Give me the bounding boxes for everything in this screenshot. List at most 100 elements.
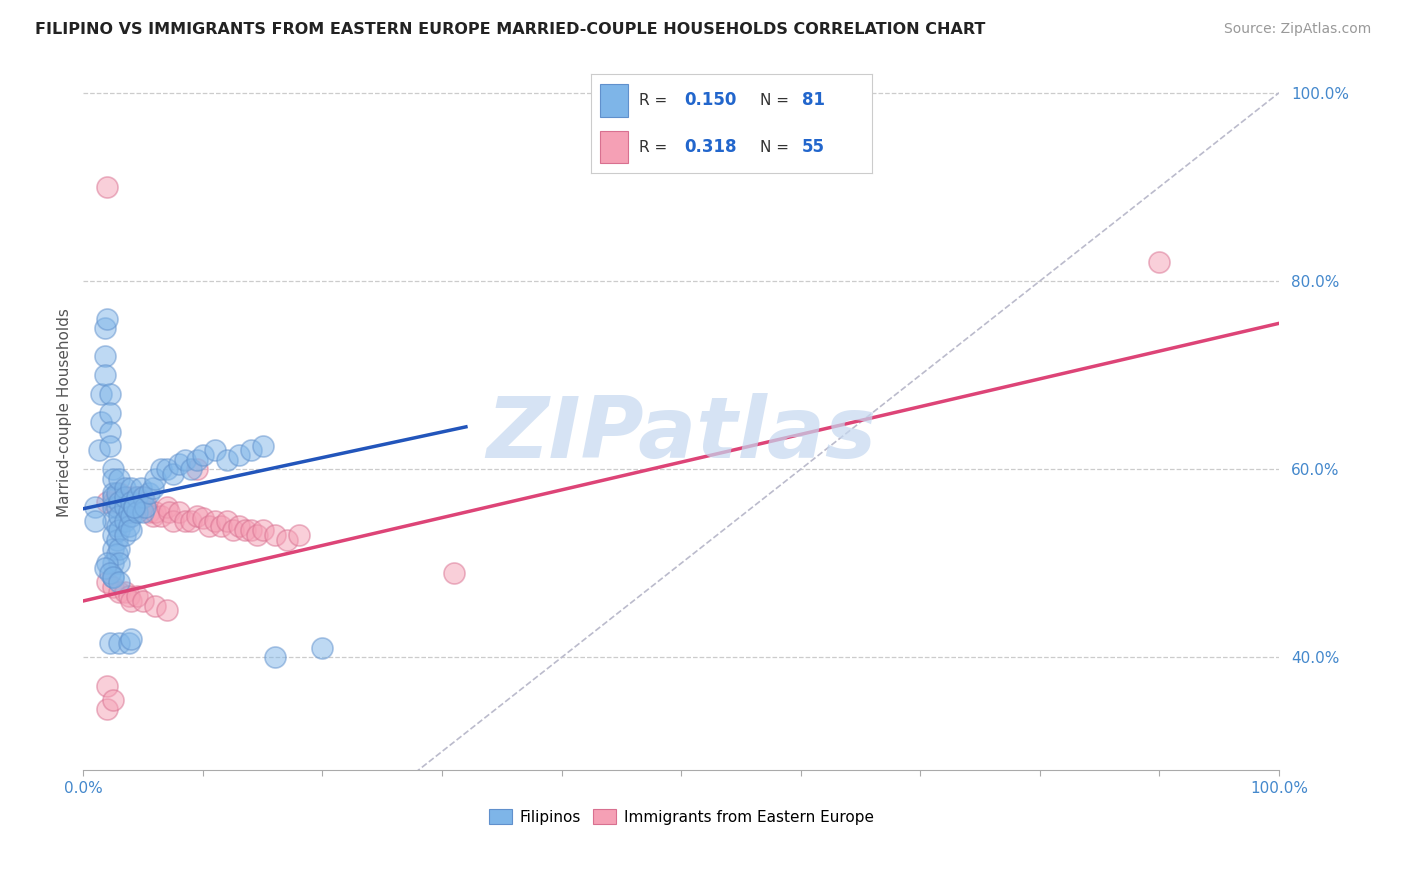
Point — [90, 387, 112, 401]
Point — [132, 491, 155, 505]
Point — [246, 528, 269, 542]
Point — [114, 495, 136, 509]
Point — [94, 349, 117, 363]
Point — [156, 500, 179, 514]
Point — [96, 180, 118, 194]
Point — [105, 491, 128, 505]
Point — [127, 491, 149, 505]
Point — [443, 566, 465, 580]
Point — [209, 518, 232, 533]
Point — [103, 557, 125, 571]
Point — [98, 439, 121, 453]
Point — [103, 495, 125, 509]
Point — [132, 504, 155, 518]
Point — [228, 448, 250, 462]
Point — [174, 514, 197, 528]
Point — [142, 481, 165, 495]
Point — [94, 321, 117, 335]
Point — [143, 504, 166, 518]
Point — [108, 509, 131, 524]
Point — [108, 495, 131, 509]
Point — [167, 504, 190, 518]
Point — [120, 495, 142, 509]
Point — [103, 570, 125, 584]
Point — [90, 415, 112, 429]
Point — [162, 467, 184, 481]
Point — [114, 491, 136, 505]
Point — [118, 589, 141, 603]
Text: ZIPatlas: ZIPatlas — [486, 392, 876, 475]
Point — [233, 524, 256, 538]
Point — [118, 518, 141, 533]
Point — [103, 462, 125, 476]
Point — [118, 504, 141, 518]
Point — [127, 491, 149, 505]
Point — [108, 542, 131, 557]
Point — [96, 557, 118, 571]
Point — [103, 500, 125, 514]
Point — [132, 594, 155, 608]
Point — [162, 514, 184, 528]
Point — [98, 406, 121, 420]
Point — [228, 518, 250, 533]
Point — [108, 575, 131, 590]
Point — [138, 485, 160, 500]
Point — [103, 491, 125, 505]
Point — [105, 518, 128, 533]
Point — [156, 462, 179, 476]
Point — [94, 368, 117, 383]
Point — [134, 495, 156, 509]
Point — [198, 518, 221, 533]
Point — [120, 632, 142, 646]
Point — [276, 533, 298, 547]
Point — [138, 504, 160, 518]
Point — [105, 500, 128, 514]
Point — [94, 561, 117, 575]
Point — [180, 462, 202, 476]
Y-axis label: Married-couple Households: Married-couple Households — [58, 309, 72, 517]
Point — [120, 491, 142, 505]
Point — [98, 387, 121, 401]
Point — [150, 509, 173, 524]
Point — [239, 524, 262, 538]
Point — [108, 636, 131, 650]
Point — [108, 524, 131, 538]
Point — [287, 528, 309, 542]
Point — [98, 636, 121, 650]
Point — [1149, 255, 1171, 269]
Point — [120, 524, 142, 538]
Point — [103, 692, 125, 706]
Point — [186, 462, 208, 476]
Point — [114, 500, 136, 514]
Point — [263, 650, 285, 665]
Point — [143, 599, 166, 613]
Point — [186, 452, 208, 467]
Point — [96, 575, 118, 590]
Point — [108, 485, 131, 500]
Point — [114, 500, 136, 514]
Point — [129, 481, 152, 495]
Point — [120, 509, 142, 524]
Point — [103, 514, 125, 528]
Point — [118, 636, 141, 650]
Point — [157, 504, 180, 518]
Point — [204, 514, 226, 528]
Point — [174, 452, 197, 467]
Point — [186, 509, 208, 524]
Text: Source: ZipAtlas.com: Source: ZipAtlas.com — [1223, 22, 1371, 37]
Point — [143, 472, 166, 486]
Point — [108, 584, 131, 599]
Point — [252, 439, 274, 453]
Point — [156, 603, 179, 617]
Point — [215, 452, 238, 467]
Point — [84, 500, 107, 514]
Point — [127, 504, 149, 518]
Point — [105, 547, 128, 561]
Point — [180, 514, 202, 528]
Point — [167, 458, 190, 472]
Point — [108, 472, 131, 486]
Point — [96, 495, 118, 509]
Point — [114, 514, 136, 528]
Point — [108, 495, 131, 509]
Point — [239, 443, 262, 458]
